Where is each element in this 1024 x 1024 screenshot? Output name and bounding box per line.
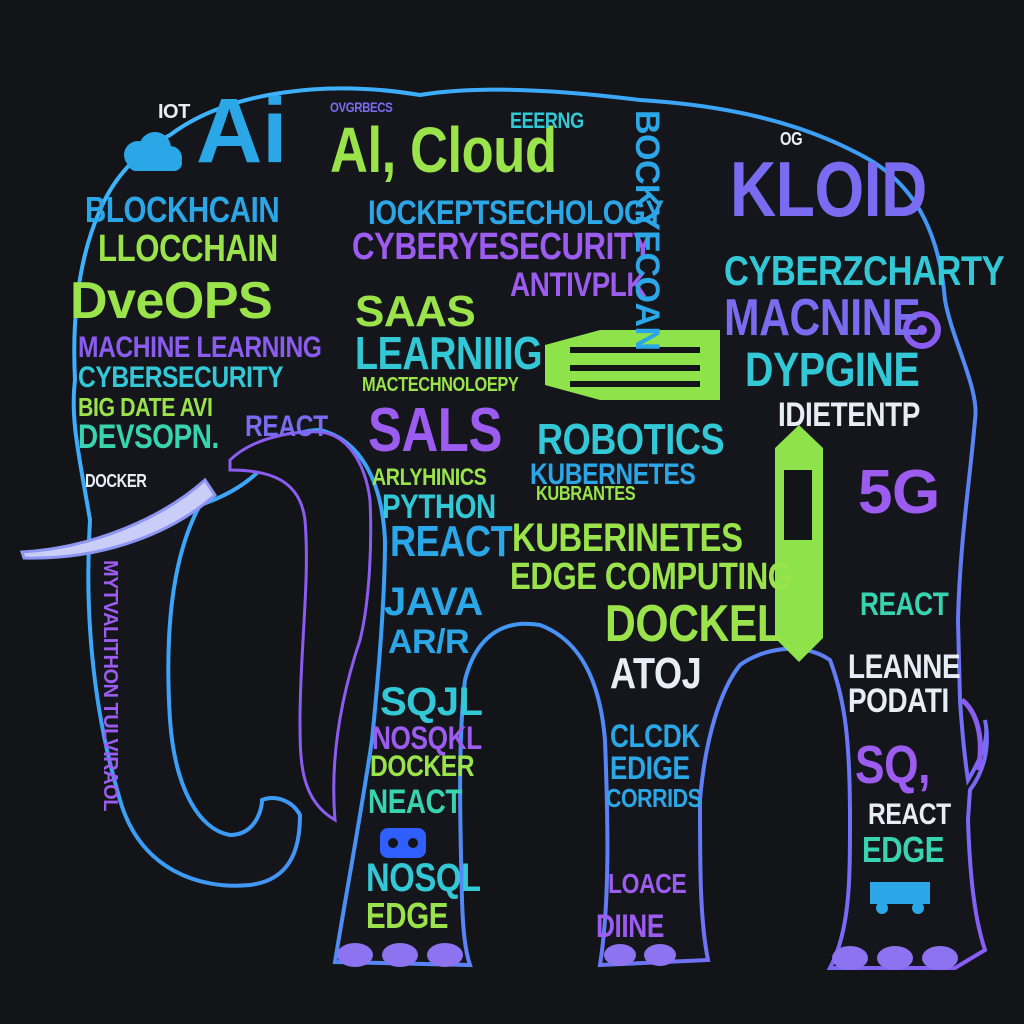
word-react-right: REACT <box>860 586 949 622</box>
toenail <box>604 944 636 966</box>
word-arlyhinics: ARLYHINICS <box>372 464 487 491</box>
elephant-body-outline <box>71 86 989 970</box>
word-java: JAVA <box>384 580 483 624</box>
word-clcdk: CLCDK <box>610 718 700 754</box>
word-docker-leg: DOCKER <box>370 750 475 783</box>
word-saas: SAAS <box>355 287 476 336</box>
elephant-ear-outline <box>228 430 373 823</box>
word-blockhcain: BLOCKHCAIN <box>85 189 280 230</box>
logo-glyph <box>545 330 720 400</box>
cloud-icon <box>124 132 182 171</box>
word-sals: SALS <box>368 396 502 465</box>
word-nosqkl: NOSQKL <box>372 720 482 756</box>
word-loace: LOACE <box>608 868 687 899</box>
word-arvr: AR/R <box>388 623 470 661</box>
word-cyberzcharty: CYBERZCHARTY <box>724 247 1005 294</box>
word-robotics: ROBOTICS <box>537 415 725 464</box>
word-iockept: IOCKEPTSECHOLOGY <box>368 194 664 232</box>
word-ml: MACHINE LEARNING <box>78 331 322 364</box>
toenail <box>382 943 418 967</box>
toenail <box>832 946 868 970</box>
word-sq: SQ, <box>855 735 931 795</box>
word-react-mid: REACT <box>390 517 513 566</box>
word-iot: IOT <box>158 101 190 123</box>
word-edge-rleg: EDGE <box>862 829 945 870</box>
word-kubernetes-2: KUBRANTES <box>536 483 636 505</box>
word-devops: DveOPS <box>70 272 273 330</box>
word-atoj: ATOJ <box>610 649 702 698</box>
word-edige: EDIGE <box>610 750 690 786</box>
word-devsopn: DEVSOPN. <box>78 418 219 456</box>
word-neact: NEACT <box>368 783 462 821</box>
word-eeering: EEERNG <box>510 108 584 133</box>
elephant-tusk <box>19 477 217 560</box>
word-react-rleg: REACT <box>868 798 951 831</box>
word-trunk-text: MYTVALITHON TULVIRAOL <box>99 560 121 811</box>
elephant-tail <box>960 698 983 771</box>
word-bockyecoan: BOCKYECOAN <box>628 110 666 351</box>
word-edge-leg: EDGE <box>366 895 449 936</box>
chip-icon <box>775 425 823 662</box>
word-idietentp: IDIETENTP <box>778 396 920 434</box>
toenail <box>877 946 913 970</box>
toenail <box>427 943 463 967</box>
word-technology: MACTECHNOLOEPY <box>362 374 519 396</box>
gear-icon <box>903 311 941 349</box>
word-cybersecurity: CYBERSECURITY <box>78 361 284 394</box>
word-kloid: KLOID <box>730 145 927 233</box>
word-podati: PODATI <box>848 682 949 720</box>
word-oversecs: OVGRBECS <box>330 99 393 115</box>
word-dockel: DOCKEL <box>605 595 783 653</box>
toenail <box>644 944 676 966</box>
toenail <box>337 943 373 967</box>
word-docker-small: DOCKER <box>85 471 147 491</box>
word-kubernetes-1: KUBERNETES <box>530 458 696 491</box>
word-react-small: REACT <box>245 410 328 443</box>
word-dypgine: DYPGINE <box>745 344 920 397</box>
word-ai-big: Ai <box>196 80 288 182</box>
word-edge-computing: EDGE COMPUTING <box>510 556 792 598</box>
word-kuberinetes: KUBERINETES <box>512 516 743 560</box>
word-og: OG <box>780 129 803 149</box>
word-python: PYTHON <box>382 488 496 526</box>
word-corrids: CORRIDS <box>606 783 702 813</box>
word-leanne: LEANNE <box>848 648 961 686</box>
truck-icon <box>870 882 930 914</box>
word-ai-cloud: Al, Cloud <box>330 114 557 186</box>
word-llocchain: LLOCCHAIN <box>98 228 278 270</box>
word-learning: LEARNIIIG <box>355 327 543 379</box>
word-macnine: MACNINE <box>724 289 921 347</box>
word-antivplk: ANTIVPLK <box>510 266 647 304</box>
word-nosql: NOSQL <box>366 856 481 900</box>
word-5g: 5G <box>858 458 940 527</box>
word-cyberyesecurity: CYBERYESECURITY <box>352 226 653 268</box>
word-diine: DIINE <box>596 908 664 944</box>
toenail <box>922 946 958 970</box>
word-sqjl: SQJL <box>380 680 483 724</box>
robot-icon <box>380 828 426 858</box>
word-bigdata: BIG DATE AVI <box>78 392 213 422</box>
